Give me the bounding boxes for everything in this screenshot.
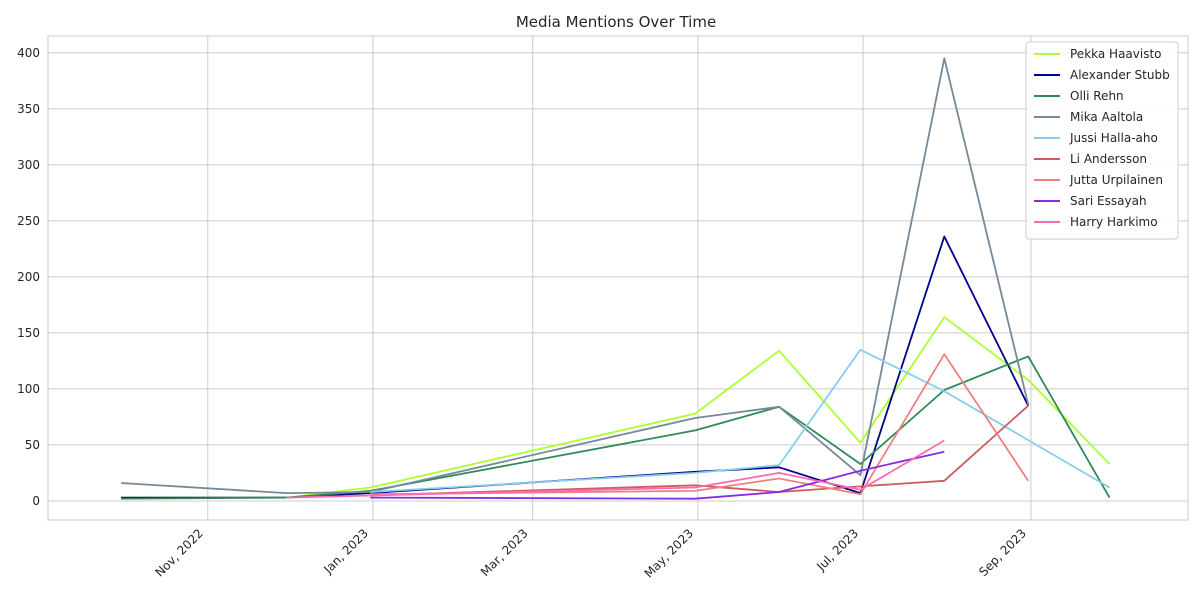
x-tick-label: Jan, 2023 [320, 526, 371, 577]
plot-frame [47, 35, 1189, 521]
legend-label: Alexander Stubb [1070, 68, 1170, 82]
legend-label: Pekka Haavisto [1070, 47, 1162, 61]
x-tick-label: Nov, 2022 [152, 526, 205, 579]
legend-label: Sari Essayah [1070, 194, 1147, 208]
legend-label: Jutta Urpilainen [1069, 173, 1163, 187]
y-tick-label: 400 [17, 46, 40, 60]
y-axis-ticks: 0 50 100 150 200 250 300 350 400 [17, 46, 40, 508]
series-line-1 [121, 235, 1030, 499]
y-tick-label: 200 [17, 270, 40, 284]
chart-title: Media Mentions Over Time [516, 13, 716, 31]
x-tick-label: May, 2023 [642, 526, 696, 580]
legend-label: Harry Harkimo [1070, 215, 1158, 229]
legend-label: Li Andersson [1070, 152, 1147, 166]
series-line-8 [286, 439, 945, 499]
y-tick-label: 150 [17, 326, 40, 340]
y-tick-label: 100 [17, 382, 40, 396]
series-line-3 [121, 57, 1030, 495]
x-tick-label: Mar, 2023 [478, 526, 531, 579]
y-tick-label: 250 [17, 214, 40, 228]
legend-label: Mika Aaltola [1070, 110, 1143, 124]
x-tick-label: Jul, 2023 [813, 526, 861, 574]
series-line-7 [370, 450, 945, 500]
legend: Pekka Haavisto Alexander Stubb Olli Rehn Mi… [1025, 41, 1179, 240]
series-line-6 [370, 353, 1029, 496]
y-tick-label: 0 [32, 494, 40, 508]
series-line-4 [370, 348, 1110, 493]
legend-label: Jussi Halla-aho [1069, 131, 1158, 145]
x-tick-label: Sep, 2023 [976, 526, 1029, 579]
y-tick-label: 300 [17, 158, 40, 172]
series-line-0 [121, 316, 1111, 499]
grid-lines [48, 36, 1188, 520]
x-axis-ticks: Nov, 2022 Jan, 2023 Mar, 2023 May, 2023 Jul,… [152, 526, 1029, 580]
y-tick-label: 50 [25, 438, 40, 452]
legend-label: Olli Rehn [1070, 89, 1124, 103]
y-tick-label: 350 [17, 102, 40, 116]
series-layer [121, 57, 1111, 500]
legend-box [1025, 41, 1179, 240]
series-line-5 [370, 405, 1029, 497]
